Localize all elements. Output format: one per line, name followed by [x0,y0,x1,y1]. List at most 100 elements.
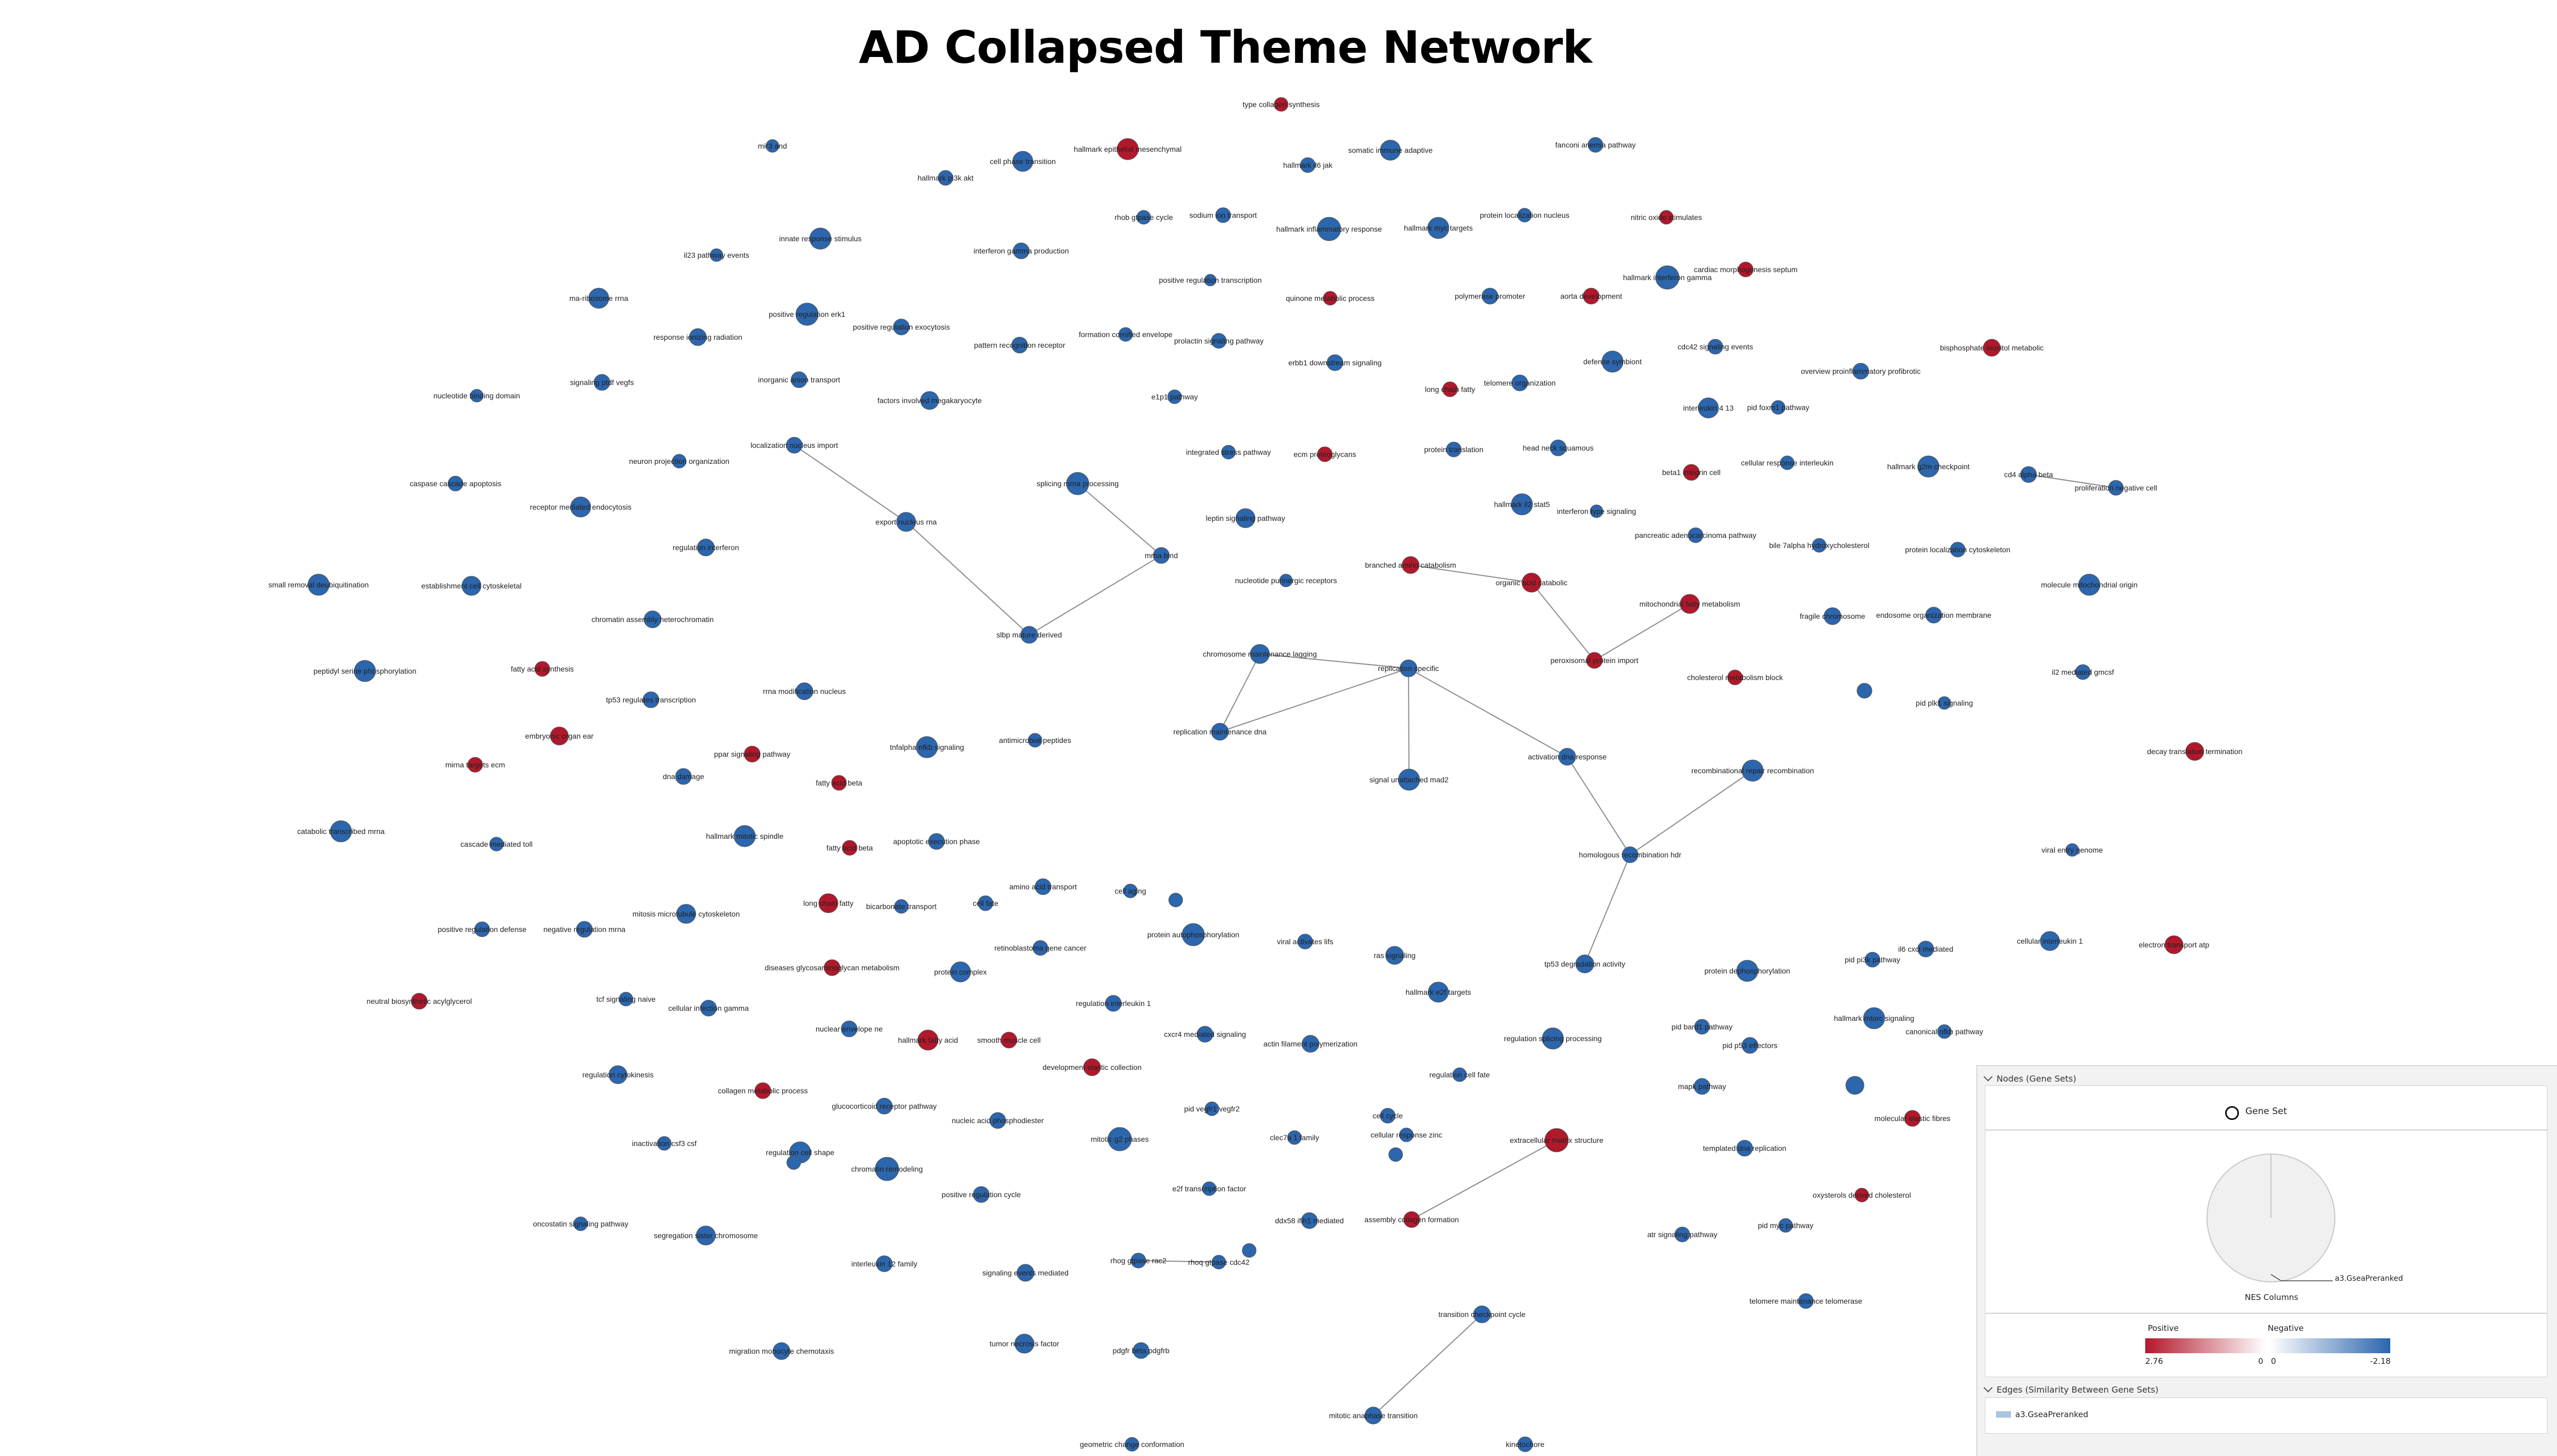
gene-set-node[interactable]: cxcr4 mediated signaling [1164,1026,1246,1043]
gene-set-node[interactable]: hallmark fatty acid [898,1029,958,1051]
node-circle[interactable] [876,1255,893,1272]
node-circle[interactable] [1446,441,1462,457]
node-circle[interactable] [1167,389,1182,404]
gene-set-node[interactable]: positive regulation transcription [1159,274,1262,287]
gene-set-node[interactable]: amino acid transport [1009,878,1077,895]
node-circle[interactable] [1385,946,1404,965]
gene-set-node[interactable]: prolactin signaling pathway [1174,333,1264,349]
node-circle[interactable] [795,302,819,326]
gene-set-node[interactable]: geometric change conformation [1080,1437,1184,1452]
gene-set-node[interactable]: pid plk1 signaling [1916,696,1973,710]
node-circle[interactable] [928,833,945,850]
gene-set-node[interactable]: diseases glycosaminoglycan metabolism [765,959,900,976]
node-circle[interactable] [938,170,954,186]
node-circle[interactable] [841,1020,858,1037]
node-circle[interactable] [786,437,803,454]
node-circle[interactable] [1274,97,1289,112]
gene-set-node[interactable]: organic acid catabolic [1496,572,1568,593]
gene-set-node[interactable]: cell fate [973,895,998,911]
gene-set-node[interactable]: peroxisomal protein import [1551,652,1639,669]
gene-set-node[interactable] [1845,1076,1864,1095]
node-circle[interactable] [470,389,484,403]
gene-set-node[interactable]: proliferation negative cell [2075,480,2157,496]
gene-set-node[interactable]: endosome organization membrane [1876,607,1992,624]
gene-set-node[interactable]: regulation splicing processing [1504,1027,1602,1050]
gene-set-node[interactable]: positive regulation exocytosis [853,318,950,336]
gene-set-node[interactable]: replication specific [1378,659,1439,677]
gene-set-node[interactable]: protein localization nucleus [1480,208,1569,223]
node-circle[interactable] [973,1186,990,1203]
node-circle[interactable] [754,1082,771,1099]
node-circle[interactable] [447,476,463,492]
node-circle[interactable] [2185,742,2204,761]
node-circle[interactable] [989,1112,1006,1129]
edge-n079-n090[interactable] [1219,653,1260,732]
gene-set-node[interactable]: export nucleus rna [875,512,937,532]
node-circle[interactable] [1583,288,1600,305]
gene-set-node[interactable]: hallmark epithelial mesenchymal [1074,138,1182,160]
node-circle[interactable] [1028,733,1043,748]
gene-set-node[interactable]: innate response stimulus [779,227,862,250]
gene-set-node[interactable]: overview proinflammatory profibrotic [1801,363,1921,380]
node-circle[interactable] [608,1065,628,1084]
node-circle[interactable] [330,820,352,842]
gene-set-node[interactable]: ppar signaling pathway [714,746,791,763]
gene-set-node[interactable]: somatic immune adaptive [1348,140,1433,161]
gene-set-node[interactable]: bisphosphate inositol metabolic [1940,339,2044,357]
node-circle[interactable] [1326,354,1343,371]
node-circle[interactable] [570,496,591,518]
node-circle[interactable] [2065,843,2079,857]
node-circle[interactable] [1521,572,1542,593]
gene-set-node[interactable]: segregation sister chromosome [654,1225,758,1246]
gene-set-node[interactable]: chromatin assembly heterochromatin [591,610,714,628]
node-circle[interactable] [1211,1255,1226,1270]
gene-set-node[interactable]: interferon gamma production [974,242,1069,259]
node-circle[interactable] [2078,574,2100,596]
node-circle[interactable] [1674,1226,1690,1242]
gene-set-node[interactable]: chromatin remodeling [851,1157,923,1181]
chevron-down-icon[interactable] [1983,1383,1993,1393]
node-circle[interactable] [1250,644,1270,664]
gene-set-node[interactable]: assembly collagen formation [1364,1211,1459,1228]
node-circle[interactable] [1481,288,1499,305]
edges-section-header[interactable]: Edges (Similarity Between Gene Sets) [1983,1383,2159,1395]
node-circle[interactable] [876,1098,893,1115]
gene-set-node[interactable]: interleukin 12 family [851,1255,917,1272]
gene-set-node[interactable]: cell cycle [1373,1108,1403,1124]
node-circle[interactable] [1020,626,1038,644]
node-circle[interactable] [657,1136,672,1151]
node-circle[interactable] [1118,327,1133,342]
gene-set-node[interactable]: hallmark inflammatory response [1276,217,1382,241]
node-circle[interactable] [700,1000,717,1017]
gene-set-node[interactable]: response ionizing radiation [654,328,743,346]
node-circle[interactable] [1130,1253,1146,1269]
node-circle[interactable] [893,318,910,336]
gene-set-node[interactable]: hallmark g2m checkpoint [1887,455,1970,478]
node-circle[interactable] [1204,1101,1219,1116]
node-circle[interactable] [1242,1243,1257,1258]
node-circle[interactable] [1693,1078,1711,1095]
node-circle[interactable] [1215,207,1231,223]
node-circle[interactable] [1452,1067,1467,1082]
gene-set-node[interactable]: hallmark il6 jak [1283,157,1333,173]
node-circle[interactable] [576,921,593,938]
node-circle[interactable] [1852,363,1869,380]
gene-set-node[interactable]: splicing mrna processing [1037,472,1119,495]
node-circle[interactable] [307,574,330,596]
edge-n090-n080[interactable] [1219,668,1409,732]
gene-set-node[interactable]: small removal deubiquitination [268,574,369,596]
gene-set-node[interactable]: positive regulation defense [438,921,527,937]
gene-set-node[interactable]: cellular response interleukin [1741,455,1834,470]
gene-set-node[interactable]: homologous recombination hdr [1579,846,1682,863]
gene-set-node[interactable] [786,1155,801,1170]
node-circle[interactable] [1287,1130,1302,1145]
gene-set-node[interactable]: protein dephosphorylation [1704,960,1790,982]
node-circle[interactable] [1032,940,1048,956]
gene-set-node[interactable]: nitric oxide stimulates [1631,210,1702,225]
gene-set-node[interactable]: head neck squamous [1522,439,1594,456]
node-circle[interactable] [917,1029,939,1051]
node-circle[interactable] [1221,445,1236,460]
gene-set-node[interactable]: branched amino catabolism [1365,556,1456,574]
node-circle[interactable] [1168,893,1183,907]
gene-set-node[interactable]: activation dna response [1528,748,1607,766]
